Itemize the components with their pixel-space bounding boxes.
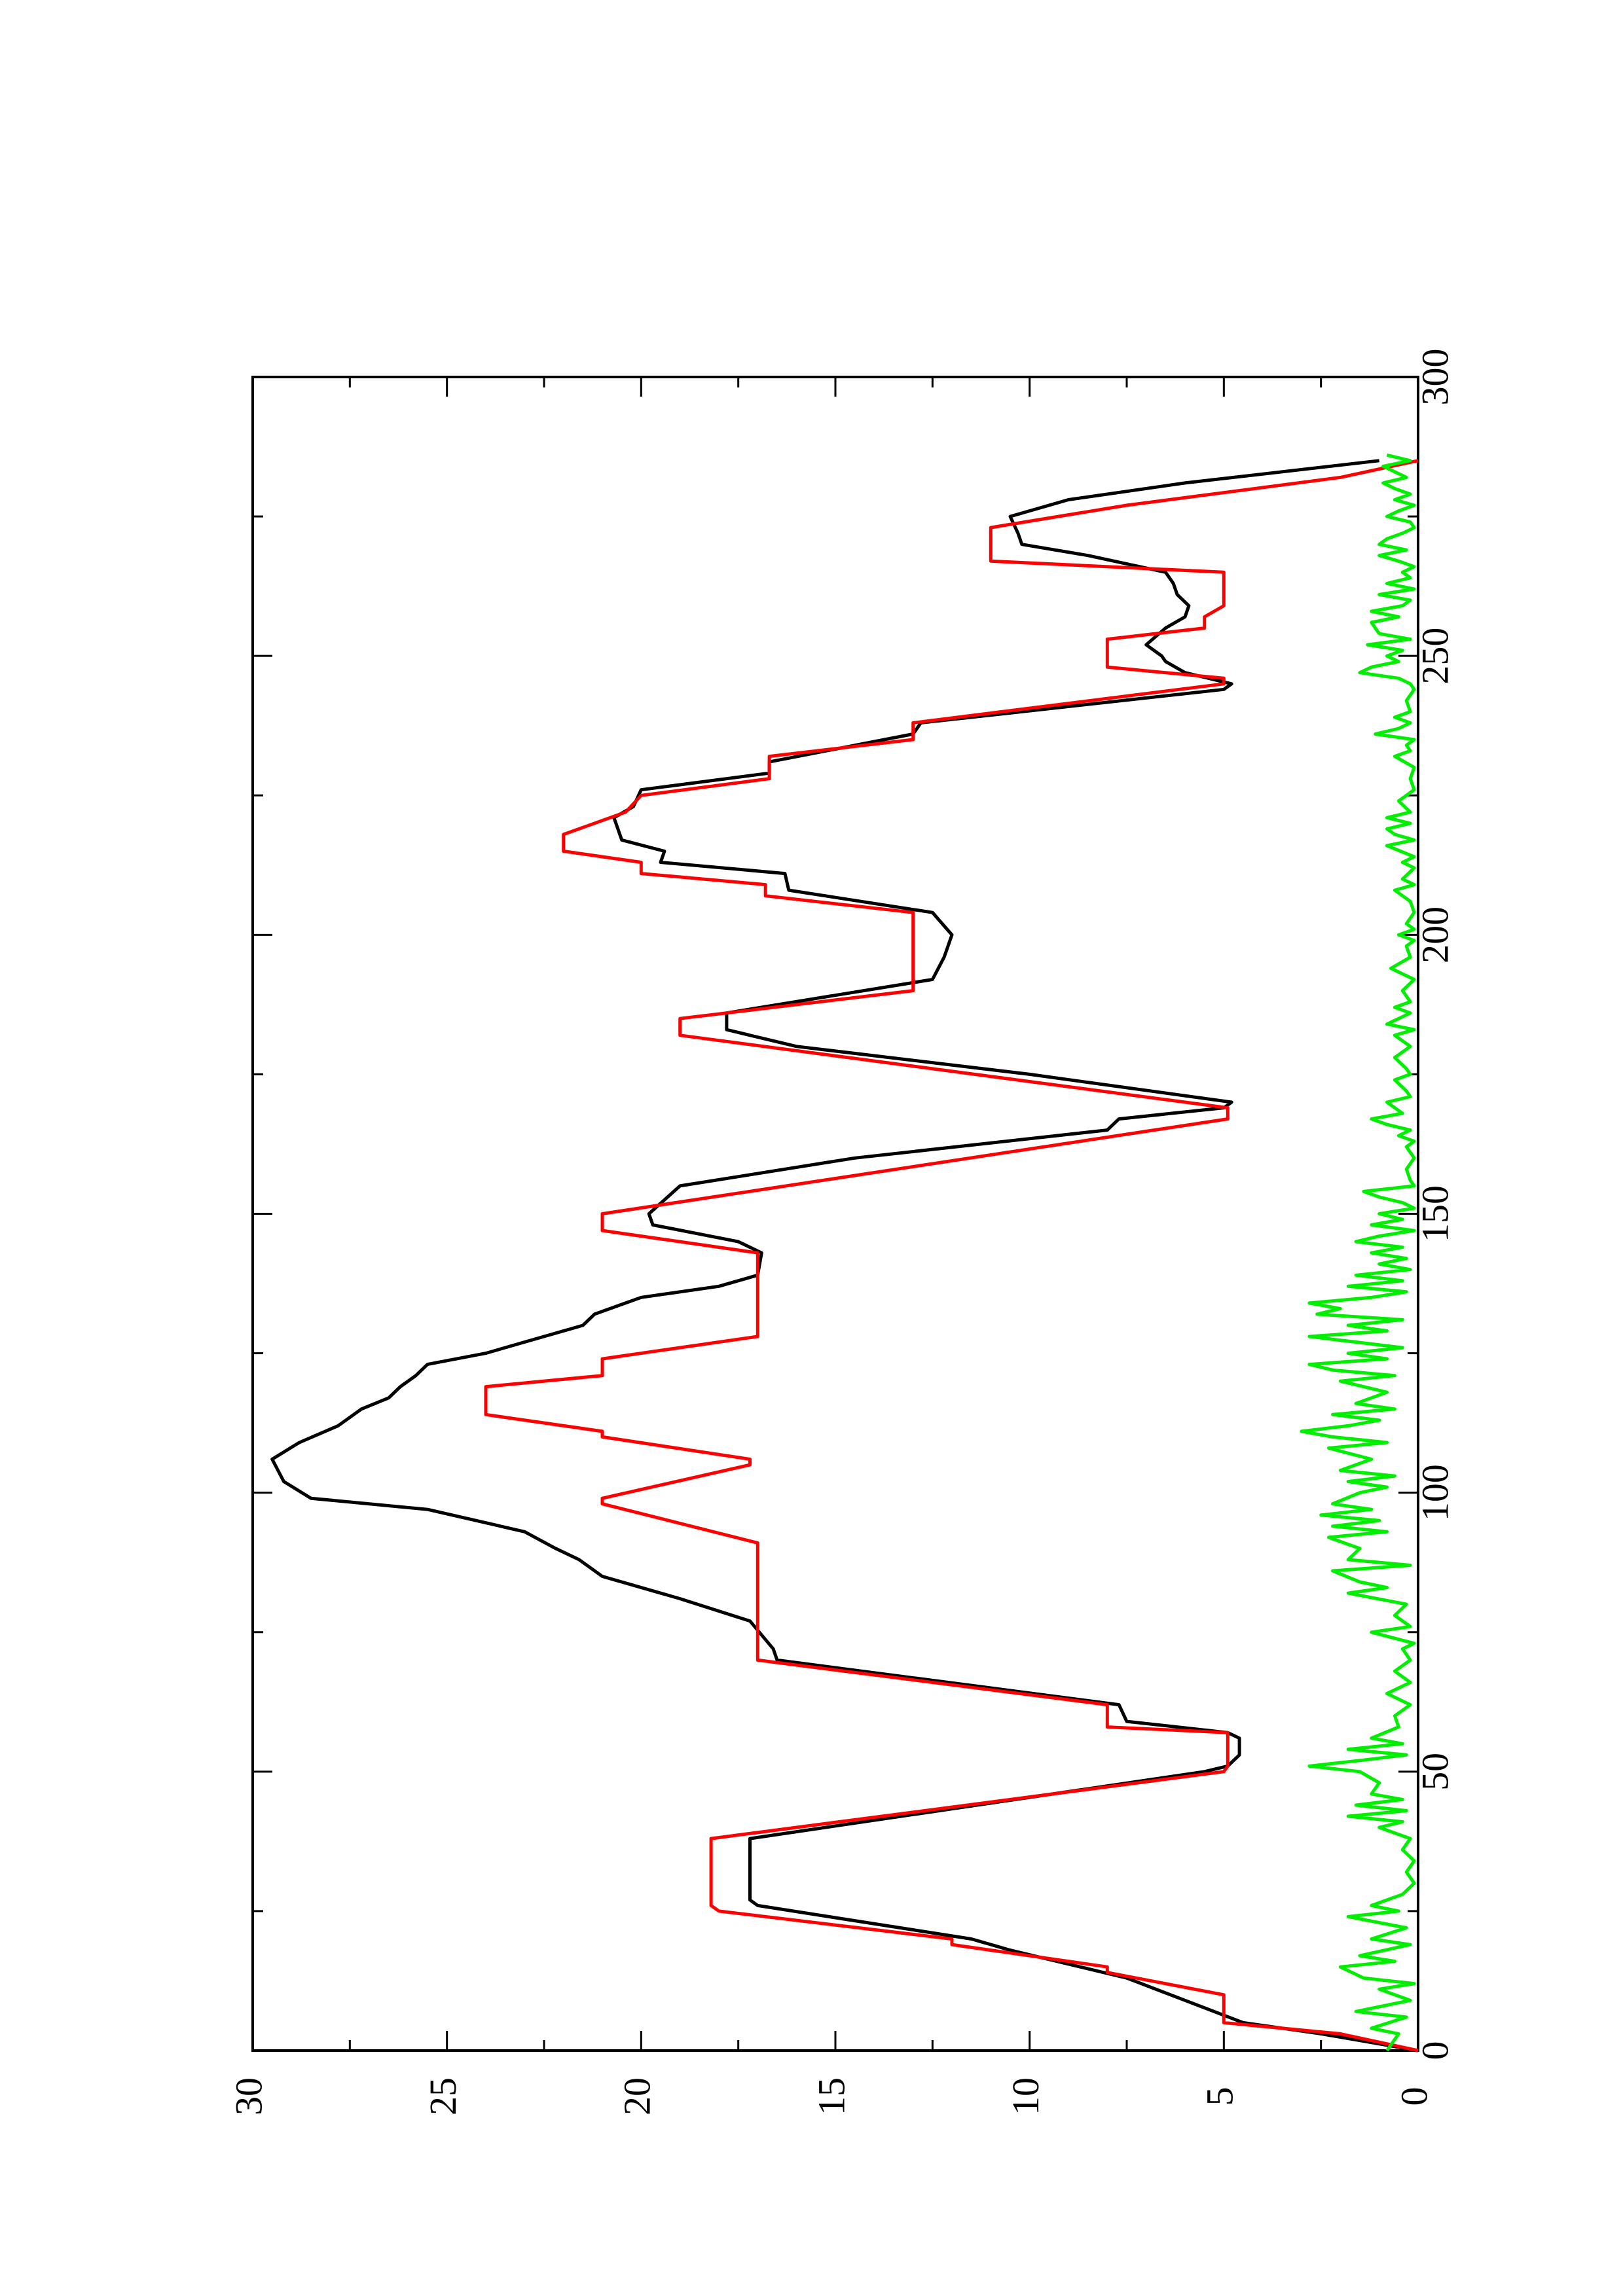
x-tick-label: 300	[1413, 349, 1456, 406]
plot-frame	[251, 376, 1419, 2052]
y-tick-label: 0	[1393, 2087, 1435, 2106]
x-tick-label: 150	[1413, 1185, 1456, 1242]
y-tick-label: 15	[810, 2077, 852, 2115]
x-tick-label: 250	[1413, 628, 1456, 685]
data-series	[270, 453, 1419, 2053]
y-tick-label: 5	[1199, 2087, 1241, 2106]
x-tick-label: 50	[1413, 1753, 1456, 1791]
y-tick-label: 25	[422, 2077, 464, 2115]
x-tick-label: 0	[1413, 2041, 1456, 2060]
x-tick-label: 200	[1413, 906, 1456, 963]
y-tick-label: 10	[1004, 2077, 1047, 2115]
series-line-1	[270, 459, 1419, 2053]
x-tick-label: 100	[1413, 1464, 1456, 1521]
series-line-3	[1300, 453, 1416, 2052]
y-tick-label: 30	[227, 2077, 270, 2115]
axis-ticks	[251, 376, 1419, 2052]
series-line-2	[484, 459, 1419, 2053]
axis-tick-labels: 0 50 100 150 200 250 300 0 5 10 15 20 25 30	[227, 349, 1456, 2116]
y-tick-label: 20	[616, 2077, 659, 2115]
